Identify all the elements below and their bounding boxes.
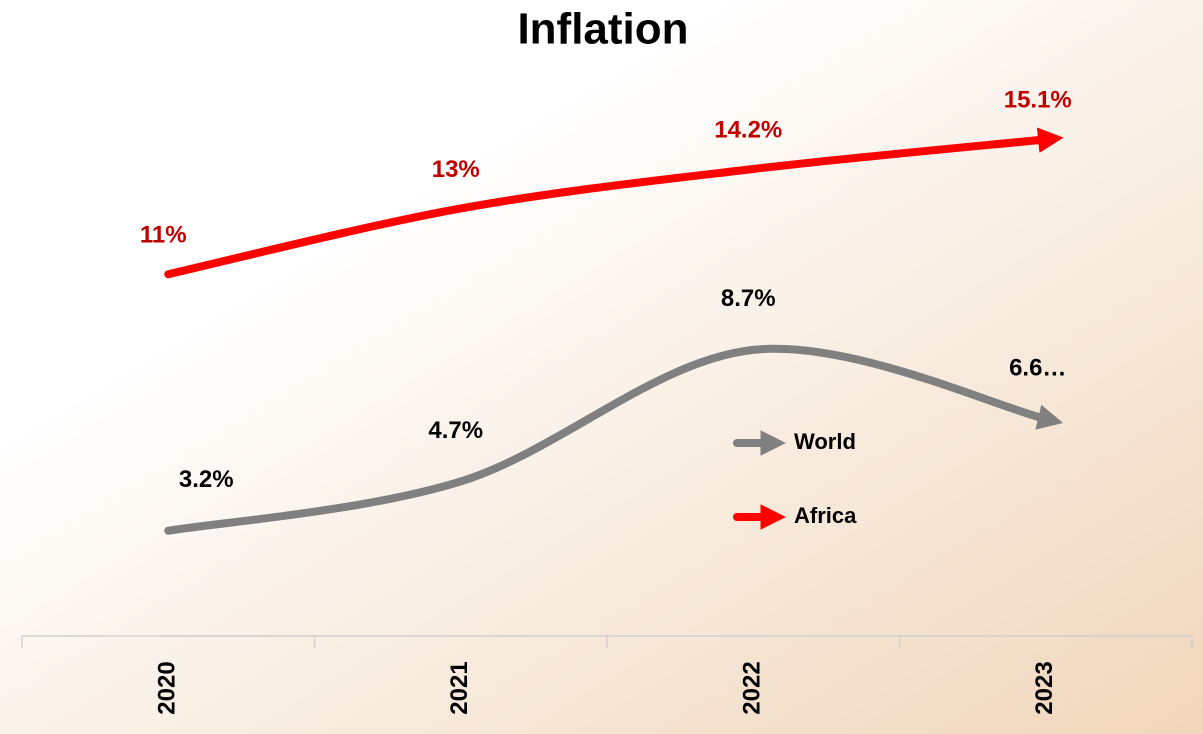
legend-label: Africa (794, 503, 857, 528)
data-label: 15.1% (1004, 87, 1072, 114)
data-label: 11% (140, 222, 187, 249)
data-label: 8.7% (721, 285, 776, 312)
chart-title: Inflation (517, 5, 688, 54)
data-label: 13% (432, 156, 480, 183)
data-label: 4.7% (428, 417, 483, 444)
x-tick-label: 2020 (154, 661, 181, 714)
x-tick-label: 2022 (739, 661, 766, 714)
data-label: 6.6… (1009, 354, 1066, 381)
legend-label: World (794, 429, 856, 454)
series-line (164, 127, 1064, 279)
x-tick-label: 2021 (446, 661, 473, 714)
data-label: 14.2% (714, 116, 782, 143)
x-tick-label: 2023 (1031, 661, 1058, 714)
data-label: 3.2% (179, 466, 234, 493)
series-line (164, 344, 1064, 535)
